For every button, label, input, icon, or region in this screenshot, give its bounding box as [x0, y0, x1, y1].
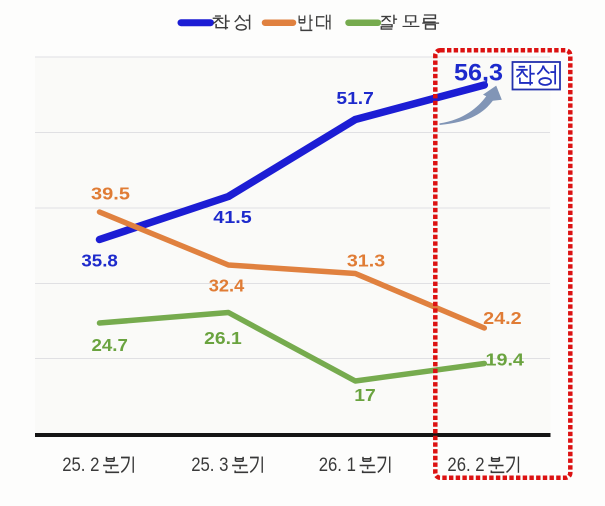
svg-text:56,3: 56,3 [454, 60, 503, 87]
svg-text:25. 3: 25. 3 [191, 455, 228, 476]
svg-text:25. 2: 25. 2 [62, 455, 99, 476]
svg-text:17: 17 [354, 385, 376, 405]
svg-text:26. 1: 26. 1 [319, 455, 356, 476]
svg-text:24.2: 24.2 [483, 308, 522, 328]
svg-text:39.5: 39.5 [91, 183, 130, 203]
svg-text:31.3: 31.3 [347, 251, 386, 271]
svg-text:51.7: 51.7 [336, 88, 373, 108]
svg-text:24.7: 24.7 [92, 335, 128, 355]
svg-text:32.4: 32.4 [209, 275, 245, 295]
svg-text:26. 2: 26. 2 [447, 455, 484, 476]
svg-text:41.5: 41.5 [213, 207, 252, 227]
svg-text:35.8: 35.8 [81, 251, 118, 271]
svg-text:19.4: 19.4 [486, 349, 525, 369]
svg-text:26.1: 26.1 [204, 328, 242, 348]
